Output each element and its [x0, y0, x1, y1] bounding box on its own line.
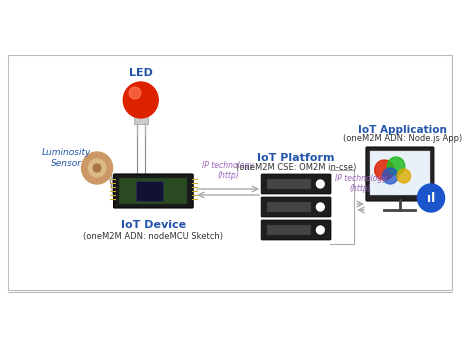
Circle shape	[397, 169, 410, 183]
Text: (oneM2M ADN: nodeMCU Sketch): (oneM2M ADN: nodeMCU Sketch)	[83, 232, 223, 241]
FancyBboxPatch shape	[267, 225, 310, 235]
Circle shape	[123, 82, 158, 118]
Text: ıl: ıl	[427, 192, 435, 206]
Text: IoT Device: IoT Device	[121, 220, 186, 230]
FancyBboxPatch shape	[261, 174, 331, 194]
Circle shape	[374, 160, 394, 180]
Circle shape	[82, 152, 113, 184]
Circle shape	[93, 164, 101, 172]
Circle shape	[418, 184, 445, 212]
Text: IoT Application: IoT Application	[358, 125, 447, 135]
FancyBboxPatch shape	[370, 151, 430, 195]
Circle shape	[317, 226, 324, 234]
Circle shape	[129, 87, 141, 99]
Text: IoT Platform: IoT Platform	[257, 153, 335, 163]
FancyBboxPatch shape	[114, 174, 193, 208]
Text: Luminosity
Sensor: Luminosity Sensor	[41, 148, 91, 168]
Circle shape	[317, 203, 324, 211]
Circle shape	[88, 159, 106, 177]
FancyBboxPatch shape	[267, 202, 310, 212]
FancyBboxPatch shape	[267, 179, 310, 189]
FancyBboxPatch shape	[261, 197, 331, 217]
FancyBboxPatch shape	[134, 116, 147, 124]
Text: IP technology
(http): IP technology (http)	[335, 174, 386, 193]
FancyBboxPatch shape	[136, 181, 163, 201]
FancyBboxPatch shape	[8, 55, 452, 290]
Text: IP technology
(http): IP technology (http)	[202, 160, 254, 180]
FancyBboxPatch shape	[119, 178, 187, 204]
FancyBboxPatch shape	[261, 220, 331, 240]
Text: (oneM2M ADN: Node.js App): (oneM2M ADN: Node.js App)	[343, 134, 463, 143]
Circle shape	[317, 180, 324, 188]
Circle shape	[383, 168, 398, 184]
Text: LED: LED	[129, 68, 153, 78]
Text: (oneM2M CSE: OM2M in-cse): (oneM2M CSE: OM2M in-cse)	[236, 163, 356, 172]
Circle shape	[387, 157, 405, 175]
FancyBboxPatch shape	[366, 147, 434, 201]
